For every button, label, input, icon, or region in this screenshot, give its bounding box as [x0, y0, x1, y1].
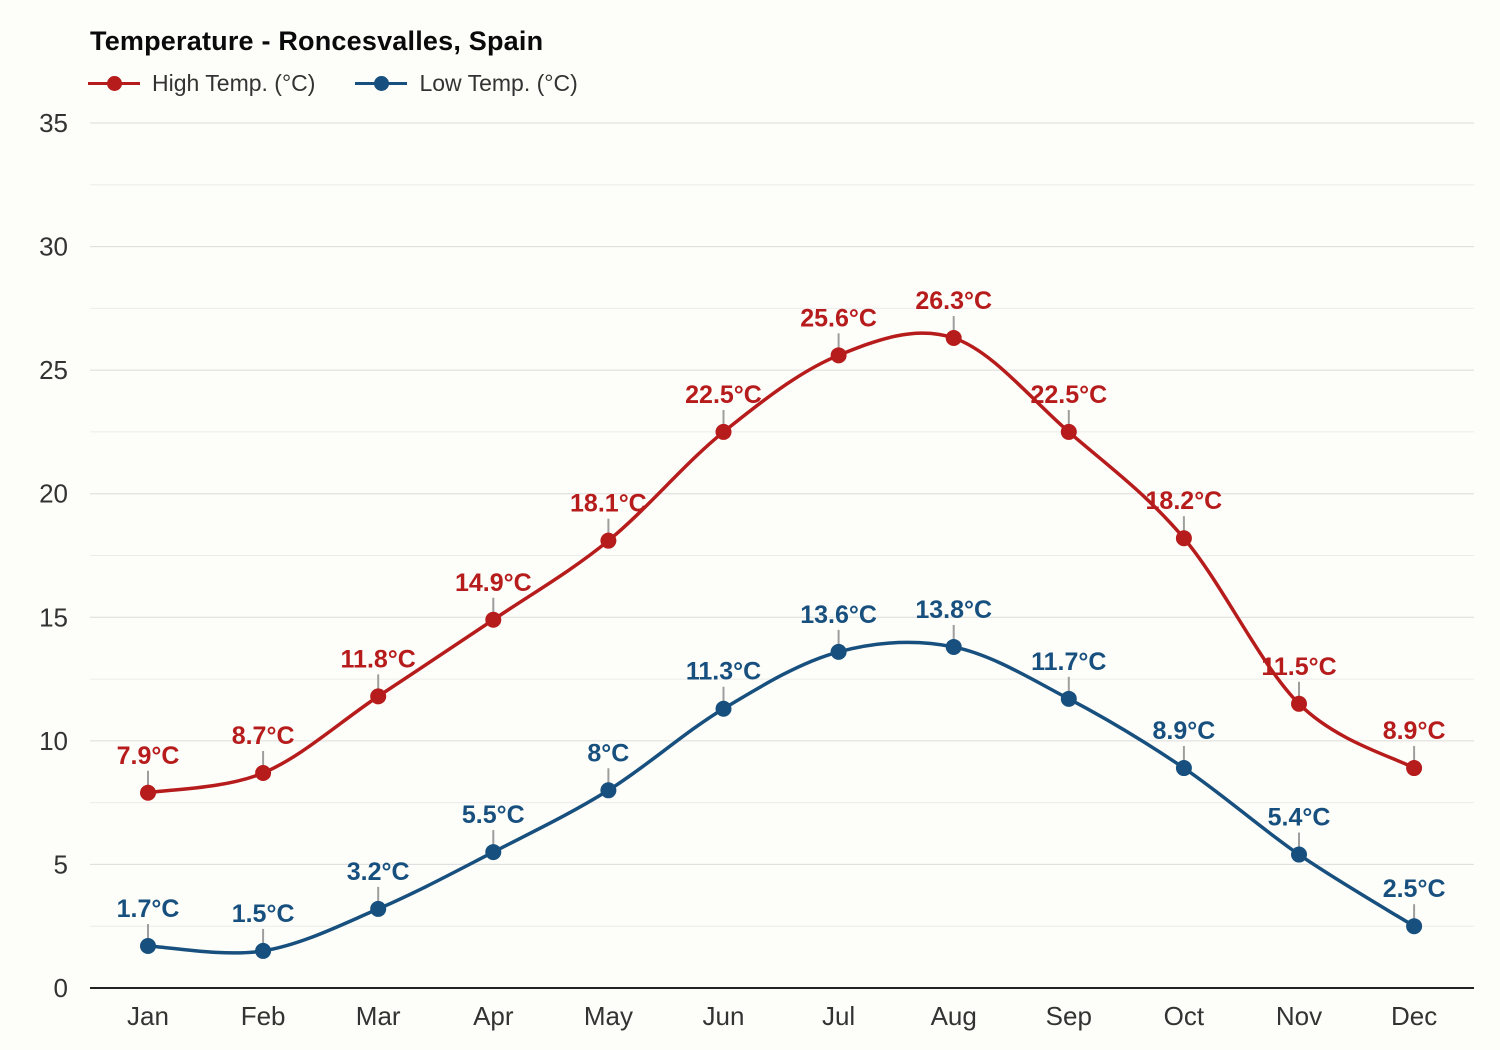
high-temp-data-label-jun: 22.5°C [685, 381, 762, 409]
high-temp-data-label-oct: 18.2°C [1146, 487, 1223, 515]
y-axis-tick-label: 30 [39, 232, 68, 262]
legend-item-high-temp: High Temp. (°C) [88, 70, 315, 97]
high-temp-series-marker-icon [88, 76, 140, 91]
high-temp-data-label-jan: 7.9°C [117, 742, 180, 770]
high-temp-data-point-jun [715, 423, 732, 440]
legend: High Temp. (°C) Low Temp. (°C) [88, 70, 578, 97]
high-temp-data-point-may [600, 532, 617, 549]
low-temp-data-label-jun: 11.3°C [686, 658, 761, 686]
low-temp-series-marker-icon [355, 76, 408, 91]
x-axis-label-jan: Jan [127, 1001, 169, 1031]
low-temp-data-label-jul: 13.6°C [800, 601, 877, 629]
high-temp-data-label-dec: 8.9°C [1383, 717, 1446, 745]
high-temp-data-label-may: 18.1°C [570, 490, 647, 518]
y-axis-tick-label: 35 [39, 108, 68, 138]
low-temp-data-point-may [600, 782, 617, 799]
high-temp-data-label-sep: 22.5°C [1030, 381, 1107, 409]
low-temp-data-point-oct [1175, 760, 1192, 777]
x-axis-label-aug: Aug [931, 1001, 977, 1031]
x-axis-label-jun: Jun [703, 1001, 745, 1031]
low-temp-data-point-mar [370, 900, 387, 917]
low-temp-data-point-apr [485, 844, 502, 861]
low-temp-data-point-feb [255, 942, 272, 959]
chart-title: Temperature - Roncesvalles, Spain [90, 26, 544, 56]
x-axis-label-may: May [584, 1001, 633, 1031]
high-temp-data-point-nov [1291, 695, 1307, 712]
y-axis-tick-label: 20 [39, 479, 68, 509]
x-axis-label-dec: Dec [1391, 1001, 1437, 1031]
high-temp-data-point-jul [830, 347, 847, 364]
low-temp-data-point-jan [140, 937, 156, 954]
x-axis-label-sep: Sep [1046, 1001, 1092, 1031]
high-temp-data-point-jan [140, 784, 156, 801]
high-temp-data-point-sep [1060, 423, 1077, 440]
high-temp-data-point-aug [945, 330, 962, 347]
x-axis-label-apr: Apr [473, 1001, 514, 1031]
high-temp-data-point-mar [370, 688, 387, 705]
high-temp-series-line [147, 331, 1415, 795]
legend-label-low-temp: Low Temp. (°C) [419, 70, 578, 96]
low-temp-data-label-may: 8°C [587, 739, 629, 767]
high-temp-data-label-feb: 8.7°C [232, 722, 295, 750]
low-temp-data-label-jan: 1.7°C [117, 895, 180, 923]
high-temp-data-label-aug: 26.3°C [915, 287, 992, 315]
y-axis-tick-label: 0 [54, 973, 68, 1003]
low-temp-data-label-sep: 11.7°C [1031, 648, 1106, 676]
low-temp-data-point-nov [1291, 846, 1307, 863]
x-axis-label-oct: Oct [1164, 1001, 1205, 1031]
x-axis-label-nov: Nov [1276, 1001, 1322, 1031]
high-temp-data-point-apr [485, 611, 502, 628]
y-axis-tick-label: 15 [39, 602, 68, 632]
low-temp-data-point-dec [1406, 918, 1423, 935]
low-temp-data-label-dec: 2.5°C [1383, 875, 1446, 903]
high-temp-data-point-oct [1175, 530, 1192, 547]
high-temp-data-label-apr: 14.9°C [455, 569, 532, 597]
high-temp-data-point-feb [255, 764, 272, 781]
low-temp-data-point-aug [945, 638, 962, 655]
high-temp-data-point-dec [1406, 760, 1423, 777]
low-temp-data-label-oct: 8.9°C [1152, 717, 1215, 745]
low-temp-data-label-feb: 1.5°C [232, 900, 295, 928]
legend-item-low-temp: Low Temp. (°C) [355, 70, 578, 97]
x-axis-label-jul: Jul [822, 1001, 855, 1031]
legend-label-high-temp: High Temp. (°C) [152, 70, 316, 96]
low-temp-data-label-nov: 5.4°C [1268, 804, 1331, 832]
low-temp-data-label-aug: 13.8°C [915, 596, 992, 624]
low-temp-data-label-mar: 3.2°C [347, 858, 410, 886]
low-temp-series-line [147, 640, 1416, 955]
low-temp-data-point-sep [1060, 690, 1077, 707]
y-axis-tick-label: 10 [39, 726, 68, 756]
y-axis-tick-label: 5 [54, 849, 68, 879]
low-temp-data-label-apr: 5.5°C [462, 801, 525, 829]
x-axis-label-feb: Feb [241, 1001, 286, 1031]
y-axis-tick-label: 25 [39, 355, 68, 385]
high-temp-data-label-nov: 11.5°C [1261, 653, 1336, 681]
x-axis-label-mar: Mar [356, 1001, 401, 1031]
high-temp-data-label-mar: 11.8°C [341, 645, 416, 673]
high-temp-data-label-jul: 25.6°C [800, 304, 877, 332]
low-temp-data-point-jun [715, 700, 732, 717]
low-temp-data-point-jul [830, 643, 847, 660]
